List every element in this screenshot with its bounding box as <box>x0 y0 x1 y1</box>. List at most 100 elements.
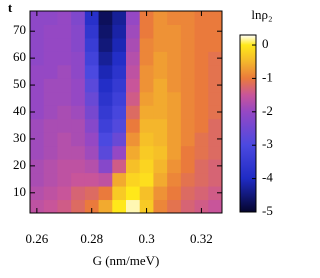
heatmap-cell <box>139 118 154 133</box>
heatmap-cell <box>208 24 223 39</box>
heatmap-cell <box>139 37 154 52</box>
heatmap-cell <box>208 145 223 160</box>
heatmap-cell <box>167 37 182 52</box>
heatmap-cell <box>112 51 127 66</box>
heatmap-cell <box>126 172 141 187</box>
heatmap-cell <box>139 91 154 106</box>
heatmap-cell <box>71 51 86 66</box>
y-tick-label: 30 <box>13 130 26 145</box>
heatmap-cell <box>194 159 209 174</box>
heatmap-cell <box>139 64 154 79</box>
heatmap-cell <box>194 64 209 79</box>
heatmap-cell <box>30 132 45 147</box>
heatmap-cell <box>84 199 100 214</box>
heatmap-cell <box>180 64 196 79</box>
heatmap-cell <box>126 159 141 174</box>
y-tick-label: 40 <box>13 103 26 118</box>
heatmap-cell <box>84 105 100 120</box>
x-tick-label: 0.32 <box>190 231 213 246</box>
heatmap-cell <box>57 186 72 201</box>
heatmap-cell <box>71 145 86 160</box>
heatmap-cell <box>98 118 113 133</box>
heatmap-cell <box>126 199 141 214</box>
heatmap-cell <box>84 91 100 106</box>
heatmap-cell <box>71 159 86 174</box>
heatmap-cell <box>167 132 182 147</box>
heatmap-cell <box>194 37 209 52</box>
heatmap-cell <box>98 37 113 52</box>
heatmap-cell <box>153 172 168 187</box>
heatmap-cell <box>194 118 209 133</box>
heatmap-cell <box>139 159 154 174</box>
heatmap-cell <box>84 159 100 174</box>
heatmap-cell <box>194 24 209 39</box>
heatmap-cell <box>43 186 58 201</box>
heatmap-cell <box>180 11 196 25</box>
heatmap-cell <box>84 51 100 66</box>
heatmap-cell <box>30 64 45 79</box>
heatmap-cell <box>126 105 141 120</box>
heatmap-cell <box>57 11 72 25</box>
heatmap-cell <box>30 78 45 93</box>
heatmap-cell <box>180 24 196 39</box>
heatmap-cell <box>57 78 72 93</box>
heatmap-cell <box>194 145 209 160</box>
heatmap-cell <box>153 24 168 39</box>
heatmap-cell <box>126 132 141 147</box>
heatmap-cell <box>139 145 154 160</box>
heatmap-cell <box>98 24 113 39</box>
heatmap-cell <box>208 199 223 214</box>
heatmap-cell <box>139 186 154 201</box>
heatmap-cell <box>167 105 182 120</box>
heatmap-cell <box>112 91 127 106</box>
heatmap-cell <box>98 11 113 25</box>
heatmap-cell <box>112 159 127 174</box>
y-tick-label: 10 <box>13 184 26 199</box>
colorbar <box>239 34 257 213</box>
heatmap-cell <box>30 159 45 174</box>
heatmap-cell <box>153 118 168 133</box>
heatmap-cell <box>167 11 182 25</box>
heatmap-cell <box>43 11 58 25</box>
heatmap-cell <box>84 132 100 147</box>
heatmap-cell <box>208 132 223 147</box>
heatmap-cell <box>30 91 45 106</box>
y-tick-label: 20 <box>13 157 26 172</box>
heatmap-cell <box>43 91 58 106</box>
x-axis-label: G (nm/meV) <box>93 253 160 268</box>
heatmap-cell <box>194 105 209 120</box>
heatmap-cell <box>30 24 45 39</box>
heatmap-cell <box>30 199 45 214</box>
heatmap-cell <box>98 159 113 174</box>
heatmap-cell <box>208 186 223 201</box>
x-tick-label: 0.28 <box>80 231 103 246</box>
heatmap-cell <box>112 78 127 93</box>
heatmap-cell <box>30 105 45 120</box>
chart: t G (nm/meV) lnρ₂ 0.26 0.28 0.3 0.32 10 20 30 4… <box>8 0 274 268</box>
heatmap-cell <box>84 24 100 39</box>
colorbar-tick-label: -4 <box>262 170 273 185</box>
heatmap-cell <box>57 159 72 174</box>
heatmap-cell <box>180 145 196 160</box>
heatmap-cell <box>57 118 72 133</box>
heatmap-cell <box>180 199 196 214</box>
heatmap-cell <box>208 78 223 93</box>
heatmap-cell <box>43 51 58 66</box>
heatmap-cell <box>98 51 113 66</box>
heatmap-cell <box>43 37 58 52</box>
heatmap-cell <box>153 64 168 79</box>
heatmap-cell <box>43 172 58 187</box>
heatmap-cell <box>98 105 113 120</box>
heatmap-cell <box>43 105 58 120</box>
heatmap-cell <box>153 199 168 214</box>
heatmap-cell <box>30 172 45 187</box>
heatmap-cell <box>112 186 127 201</box>
heatmap-cell <box>84 11 100 25</box>
heatmap-cell <box>194 186 209 201</box>
heatmap-cell <box>180 132 196 147</box>
heatmap-cell <box>84 186 100 201</box>
heatmap-cell <box>194 172 209 187</box>
heatmap-cell <box>194 78 209 93</box>
heatmap-cell <box>98 172 113 187</box>
heatmap-cell <box>194 91 209 106</box>
